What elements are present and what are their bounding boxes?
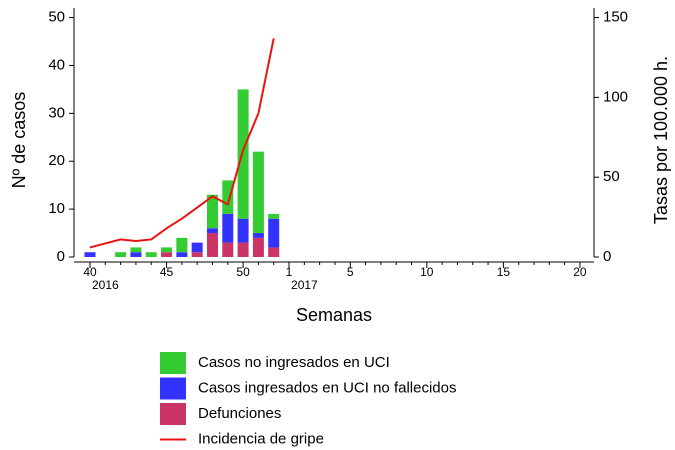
y2-axis-title: Tasas por 100.000 h.	[651, 56, 671, 224]
bar-segment	[145, 252, 157, 257]
y-tick-label: 20	[48, 152, 65, 169]
legend-swatch	[160, 352, 186, 374]
bar-segment	[252, 233, 264, 238]
y2-tick-label: 0	[603, 248, 611, 265]
legend-label: Defunciones	[198, 405, 281, 422]
bar-segment	[191, 252, 203, 257]
x-tick-label: 5	[347, 265, 354, 279]
x-axis-title: Semanas	[296, 305, 372, 325]
bar-segment	[268, 213, 280, 219]
x-tick-label: 1	[286, 265, 293, 279]
y-axis-title: Nº de casos	[9, 92, 29, 189]
bar-segment	[130, 247, 142, 253]
bar-segment	[176, 252, 188, 257]
legend-label: Incidencia de gripe	[198, 430, 324, 447]
y2-tick-label: 50	[603, 168, 620, 185]
bar-segment	[268, 247, 280, 257]
bar-segment	[252, 237, 264, 257]
y-tick-label: 0	[57, 248, 65, 265]
legend-swatch	[160, 403, 186, 425]
y-tick-label: 40	[48, 56, 65, 73]
x-tick-label: 10	[420, 265, 434, 279]
x-tick-label: 40	[83, 265, 97, 279]
bar-segment	[252, 151, 264, 234]
year-label: 2017	[291, 278, 318, 292]
y-tick-label: 30	[48, 104, 65, 121]
bar-segment	[130, 252, 142, 257]
x-tick-label: 50	[236, 265, 250, 279]
y-tick-label: 50	[48, 9, 65, 26]
bar-segment	[191, 242, 203, 253]
y2-tick-label: 100	[603, 88, 628, 105]
bar-segment	[84, 252, 96, 257]
bar-segment	[161, 252, 173, 257]
bar-segment	[237, 218, 249, 243]
bar-segment	[268, 218, 280, 248]
legend-label: Casos no ingresados en UCI	[198, 354, 390, 371]
x-tick-label: 20	[573, 265, 587, 279]
bar-segment	[222, 213, 234, 243]
bar-segment	[222, 180, 234, 214]
bar-segment	[206, 233, 218, 257]
bar-segment	[176, 237, 188, 253]
y2-tick-label: 150	[603, 9, 628, 26]
x-tick-label: 15	[497, 265, 511, 279]
bar-segment	[237, 242, 249, 257]
y-tick-label: 10	[48, 200, 65, 217]
bar-segment	[206, 194, 218, 229]
legend-label: Casos ingresados en UCI no fallecidos	[198, 379, 456, 396]
bar-segment	[115, 252, 127, 257]
incidence-line	[89, 38, 275, 249]
bar-segment	[161, 247, 173, 253]
x-tick-label: 45	[160, 265, 174, 279]
legend-swatch	[160, 377, 186, 400]
bar-segment	[237, 89, 249, 219]
bar-segment	[206, 228, 218, 234]
bar-segment	[222, 242, 234, 257]
year-label: 2016	[92, 278, 119, 292]
